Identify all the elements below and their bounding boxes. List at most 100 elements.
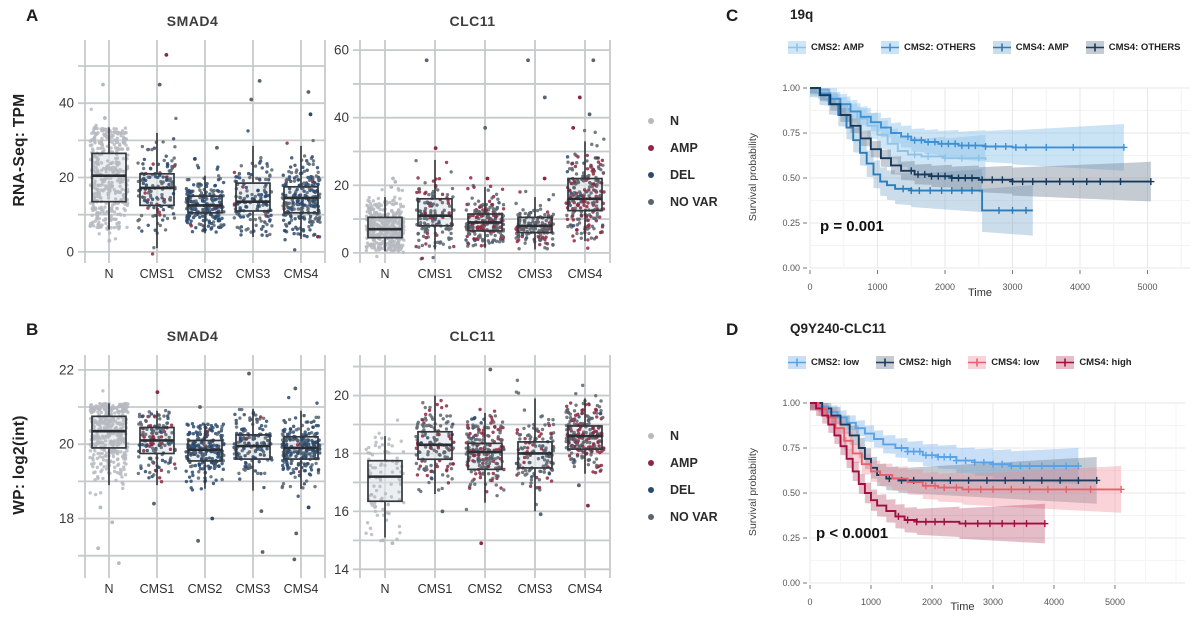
jitter-point [161, 208, 166, 212]
jitter-point [248, 175, 252, 180]
jitter-point [234, 421, 239, 426]
jitter-point [102, 187, 107, 192]
jitter-point [199, 441, 204, 445]
jitter-point [494, 461, 498, 466]
jitter-point [217, 189, 221, 194]
jitter-point [209, 227, 213, 231]
jitter-point [575, 419, 579, 423]
jitter-point [196, 443, 201, 447]
jitter-point [265, 447, 269, 451]
jitter-point [471, 225, 475, 229]
jitter-point [158, 213, 162, 217]
jitter-point [149, 457, 153, 461]
jitter-point [150, 460, 155, 464]
jitter-point [465, 432, 469, 436]
jitter-point [114, 156, 118, 161]
category-label: CMS4 [284, 267, 319, 281]
jitter-point [151, 449, 156, 453]
jitter-point [572, 239, 576, 243]
jitter-point [586, 246, 590, 250]
jitter-point [376, 196, 381, 201]
jitter-point [190, 470, 195, 474]
jitter-point [163, 443, 167, 448]
jitter-point [187, 432, 191, 437]
jitter-point [185, 217, 189, 222]
jitter-point [399, 210, 403, 214]
jitter-point [163, 408, 168, 413]
jitter-point [118, 427, 123, 431]
jitter-point [221, 180, 226, 185]
jitter-point [119, 133, 123, 138]
jitter-point [549, 435, 554, 440]
jitter-point [522, 426, 526, 431]
jitter-point [153, 174, 158, 179]
outlier-point [101, 82, 105, 87]
jitter-point [425, 473, 430, 478]
jitter-point [496, 226, 500, 231]
jitter-point [587, 458, 592, 462]
jitter-point [189, 479, 193, 483]
jitter-point [191, 425, 196, 429]
jitter-point [316, 471, 321, 475]
jitter-point [196, 476, 201, 480]
jitter-point [374, 440, 378, 445]
jitter-point [595, 144, 599, 148]
jitter-point [104, 135, 108, 139]
jitter-point [99, 161, 104, 165]
jitter-point [144, 183, 149, 187]
jitter-point [259, 471, 263, 476]
jitter-point [151, 162, 155, 166]
jitter-point [246, 451, 250, 456]
jitter-point [209, 423, 214, 428]
jitter-point [121, 193, 126, 198]
jitter-point [370, 503, 374, 507]
jitter-point [569, 181, 573, 186]
outlier-point [215, 145, 219, 150]
jitter-point [446, 481, 451, 485]
jitter-point [428, 445, 433, 450]
jitter-point [398, 531, 402, 535]
jitter-point [307, 452, 311, 456]
jitter-point [95, 465, 100, 470]
jitter-point [116, 131, 120, 135]
outlier-point [538, 512, 543, 517]
jitter-point [449, 231, 453, 236]
jitter-point [101, 455, 105, 460]
jitter-point [435, 203, 439, 207]
jitter-point [423, 211, 427, 215]
jitter-point [240, 448, 244, 453]
jitter-point [117, 190, 122, 194]
jitter-point [487, 199, 492, 204]
jitter-point [415, 190, 419, 195]
jitter-point [194, 199, 198, 203]
jitter-point [416, 231, 420, 236]
jitter-point [196, 165, 201, 170]
jitter-point [191, 183, 196, 187]
jitter-point [257, 161, 262, 165]
jitter-point [599, 408, 603, 413]
jitter-point [92, 453, 96, 457]
jitter-point [425, 217, 429, 221]
jitter-point [284, 193, 288, 198]
jitter-point [151, 434, 155, 438]
jitter-point [372, 484, 376, 488]
jitter-point [258, 452, 263, 457]
jitter-point [465, 234, 469, 239]
jitter-point [449, 467, 454, 471]
jitter-point [540, 227, 544, 232]
jitter-point [309, 465, 313, 469]
jitter-point [489, 415, 494, 419]
jitter-point [314, 415, 318, 420]
jitter-point [123, 136, 127, 141]
jitter-point [368, 471, 373, 475]
jitter-point [544, 454, 549, 458]
jitter-point [565, 169, 570, 174]
jitter-point [243, 460, 248, 465]
jitter-point [161, 424, 166, 428]
jitter-point [98, 491, 103, 495]
jitter-point [112, 225, 117, 230]
jitter-point [101, 389, 105, 393]
jitter-point [423, 412, 428, 417]
x-tick-label: 5000 [1105, 597, 1125, 607]
jitter-point [491, 430, 495, 435]
